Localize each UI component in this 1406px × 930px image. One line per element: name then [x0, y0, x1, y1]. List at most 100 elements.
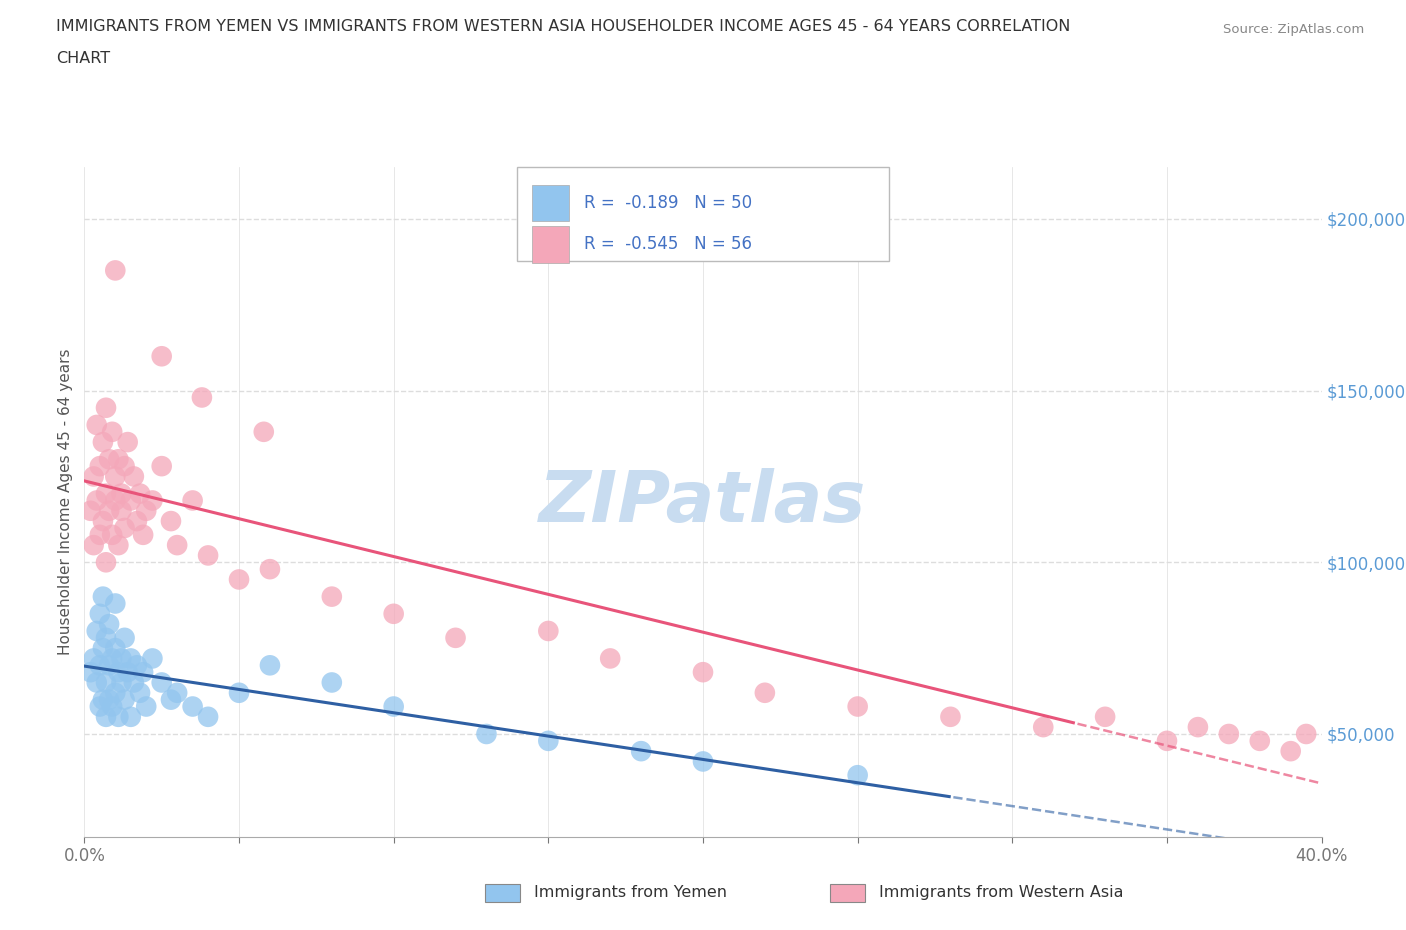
- Point: [537, 623, 560, 638]
- Point: [117, 434, 139, 449]
- Point: [1279, 744, 1302, 759]
- Point: [107, 538, 129, 552]
- Point: [125, 658, 148, 672]
- Point: [150, 458, 173, 473]
- Point: [132, 527, 155, 542]
- Point: [122, 675, 145, 690]
- Point: [141, 493, 163, 508]
- Point: [166, 538, 188, 552]
- Text: Immigrants from Western Asia: Immigrants from Western Asia: [879, 885, 1123, 900]
- Point: [599, 651, 621, 666]
- Point: [125, 513, 148, 528]
- Point: [86, 493, 108, 508]
- Point: [89, 699, 111, 714]
- Point: [110, 675, 132, 690]
- Point: [228, 572, 250, 587]
- Text: Source: ZipAtlas.com: Source: ZipAtlas.com: [1223, 23, 1364, 36]
- Point: [89, 458, 111, 473]
- Point: [98, 503, 121, 518]
- Text: IMMIGRANTS FROM YEMEN VS IMMIGRANTS FROM WESTERN ASIA HOUSEHOLDER INCOME AGES 45: IMMIGRANTS FROM YEMEN VS IMMIGRANTS FROM…: [56, 19, 1070, 33]
- Point: [79, 665, 101, 680]
- Point: [94, 710, 117, 724]
- Text: ZIPatlas: ZIPatlas: [540, 468, 866, 537]
- Text: R =  -0.545   N = 56: R = -0.545 N = 56: [585, 235, 752, 253]
- Point: [94, 555, 117, 570]
- Point: [141, 651, 163, 666]
- Point: [104, 469, 127, 484]
- Point: [253, 424, 276, 439]
- Point: [135, 503, 157, 518]
- Point: [382, 699, 405, 714]
- Point: [1249, 734, 1271, 749]
- Point: [86, 623, 108, 638]
- Point: [846, 699, 869, 714]
- Point: [83, 538, 105, 552]
- Point: [114, 631, 136, 645]
- Point: [86, 675, 108, 690]
- Point: [94, 631, 117, 645]
- Point: [104, 493, 127, 508]
- Point: [114, 521, 136, 536]
- Point: [181, 699, 204, 714]
- Point: [692, 754, 714, 769]
- Point: [120, 651, 142, 666]
- Point: [1218, 726, 1240, 741]
- Point: [91, 513, 114, 528]
- Point: [537, 734, 560, 749]
- Text: Immigrants from Yemen: Immigrants from Yemen: [534, 885, 727, 900]
- FancyBboxPatch shape: [517, 167, 889, 261]
- Point: [89, 527, 111, 542]
- Point: [321, 675, 343, 690]
- Point: [114, 692, 136, 707]
- Point: [117, 665, 139, 680]
- Point: [98, 452, 121, 467]
- Point: [160, 692, 183, 707]
- FancyBboxPatch shape: [533, 185, 569, 221]
- Text: CHART: CHART: [56, 51, 110, 66]
- Point: [150, 349, 173, 364]
- Point: [475, 726, 498, 741]
- Point: [160, 513, 183, 528]
- Point: [1156, 734, 1178, 749]
- Point: [104, 263, 127, 278]
- Point: [107, 710, 129, 724]
- Point: [191, 390, 214, 405]
- Point: [1187, 720, 1209, 735]
- Point: [101, 699, 124, 714]
- Point: [120, 710, 142, 724]
- Point: [89, 658, 111, 672]
- Point: [1032, 720, 1054, 735]
- Point: [630, 744, 652, 759]
- Point: [101, 527, 124, 542]
- Point: [94, 486, 117, 501]
- Point: [129, 685, 152, 700]
- Point: [120, 493, 142, 508]
- Point: [846, 768, 869, 783]
- Point: [110, 486, 132, 501]
- Point: [122, 469, 145, 484]
- Point: [692, 665, 714, 680]
- Point: [1094, 710, 1116, 724]
- Point: [79, 503, 101, 518]
- Point: [104, 685, 127, 700]
- Point: [101, 651, 124, 666]
- Point: [91, 590, 114, 604]
- Point: [98, 658, 121, 672]
- Point: [444, 631, 467, 645]
- Point: [98, 617, 121, 631]
- Point: [228, 685, 250, 700]
- Y-axis label: Householder Income Ages 45 - 64 years: Householder Income Ages 45 - 64 years: [58, 349, 73, 656]
- Point: [129, 486, 152, 501]
- Point: [91, 692, 114, 707]
- Point: [166, 685, 188, 700]
- Point: [110, 503, 132, 518]
- Point: [135, 699, 157, 714]
- Point: [939, 710, 962, 724]
- Point: [86, 418, 108, 432]
- Point: [110, 651, 132, 666]
- Point: [83, 651, 105, 666]
- Point: [114, 458, 136, 473]
- Point: [259, 658, 281, 672]
- Point: [197, 710, 219, 724]
- Point: [94, 400, 117, 415]
